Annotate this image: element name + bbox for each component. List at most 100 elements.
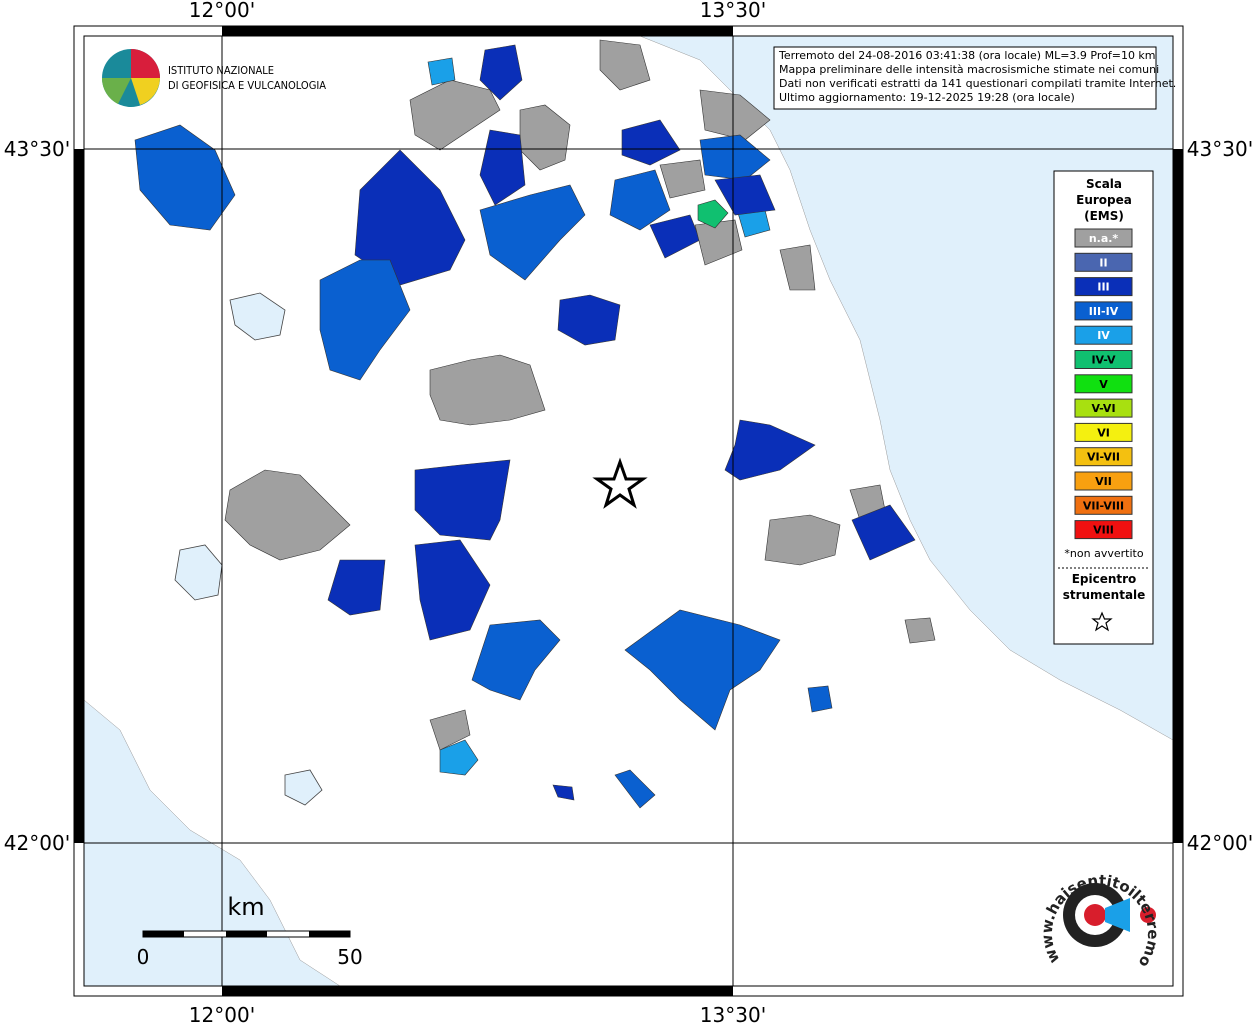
- info-box: [773, 46, 1157, 110]
- badge-horn: [1105, 898, 1130, 932]
- badge-dot: [1140, 907, 1156, 923]
- lat-label: 43°30': [4, 137, 70, 161]
- area: [851, 504, 916, 561]
- legend-swatch: [1074, 495, 1133, 515]
- legend-swatch: [1074, 374, 1133, 394]
- legend-label: VI-VII: [1087, 451, 1120, 464]
- info-line: Dati non verificati estratti da 141 ques…: [779, 77, 1176, 90]
- legend-title: (EMS): [1084, 209, 1124, 223]
- area: [714, 174, 776, 216]
- lakes: [174, 292, 323, 806]
- legend-label: VI: [1097, 426, 1110, 439]
- area: [224, 469, 351, 561]
- legend: ScalaEuropea(EMS)n.a.*IIIIIIII-IVIVIV-VV…: [1074, 177, 1133, 540]
- area: [904, 617, 936, 644]
- legend-label: IV-V: [1091, 354, 1116, 367]
- legend-title: Scala: [1086, 177, 1122, 191]
- lon-label: 12°00': [189, 0, 255, 22]
- info-line: Ultimo aggiornamento: 19-12-2025 19:28 (…: [779, 91, 1075, 104]
- legend-swatch: [1074, 252, 1133, 272]
- area: [409, 79, 501, 151]
- logo-segment: [101, 78, 131, 104]
- legend-epicenter: strumentale: [1063, 588, 1146, 602]
- info-lines: Terremoto del 24-08-2016 03:41:38 (ora l…: [778, 49, 1176, 104]
- area: [479, 184, 586, 281]
- legend-swatch: [1074, 325, 1133, 345]
- adriatic-sea: [639, 35, 1174, 741]
- area: [414, 459, 511, 541]
- frame-band: [74, 149, 84, 843]
- municipalities: [134, 39, 936, 809]
- legend-swatch: [1074, 350, 1133, 369]
- area: [429, 709, 471, 751]
- area: [327, 559, 386, 616]
- legend-star: [1091, 611, 1113, 632]
- logo-segment: [131, 49, 160, 78]
- legend-swatch: [1074, 447, 1133, 467]
- legend-label: V: [1099, 378, 1108, 391]
- area: [807, 685, 833, 713]
- area: [614, 769, 656, 809]
- info-line: Mappa preliminare delle intensità macros…: [779, 63, 1159, 76]
- legend-label: VII-VIII: [1083, 499, 1124, 512]
- area: [439, 739, 479, 776]
- lake: [229, 292, 286, 341]
- area: [479, 44, 523, 101]
- lat-label: 43°30': [1187, 137, 1253, 161]
- legend-label: VIII: [1093, 524, 1114, 537]
- legend-label: V-VI: [1091, 402, 1115, 415]
- area: [471, 619, 561, 701]
- legend-label: III: [1097, 281, 1109, 294]
- lon-label: 13°30': [700, 0, 766, 22]
- logo-segment: [131, 78, 160, 105]
- lon-label: 12°00': [189, 1003, 255, 1024]
- area: [599, 39, 651, 91]
- legend-label: II: [1099, 256, 1107, 269]
- legend-epicenter: Epicentro: [1072, 572, 1137, 586]
- area: [697, 199, 729, 229]
- area: [427, 57, 456, 86]
- legend-label: III-IV: [1089, 305, 1119, 318]
- logo-text: ISTITUTO NAZIONALE: [168, 64, 274, 77]
- area: [624, 609, 781, 731]
- scale-segment: [143, 931, 184, 937]
- legend-swatch: [1074, 471, 1133, 491]
- area: [779, 244, 816, 291]
- legend-swatch: [1074, 228, 1133, 248]
- area: [621, 119, 681, 166]
- area: [764, 514, 841, 566]
- legend-label: n.a.*: [1089, 232, 1119, 245]
- frame-band: [222, 986, 733, 996]
- lake: [174, 544, 223, 601]
- area: [429, 354, 546, 426]
- badge-ring: [1084, 904, 1106, 926]
- logo-text: DI GEOFISICA E VULCANOLOGIA: [168, 79, 326, 92]
- legend-swatch: [1074, 398, 1133, 418]
- lake: [284, 769, 323, 806]
- epicenter-star: [592, 457, 648, 509]
- legend-note: *non avvertito: [1064, 547, 1143, 560]
- ingv-logo: ISTITUTO NAZIONALE DI GEOFISICA E VULCAN…: [101, 49, 326, 107]
- scale-tick: 0: [137, 945, 150, 969]
- area: [659, 159, 706, 199]
- lat-label: 42°00': [4, 831, 70, 855]
- legend-swatch: [1074, 520, 1133, 540]
- area: [319, 259, 411, 381]
- lon-label: 13°30': [700, 1003, 766, 1024]
- legend-swatch: [1074, 277, 1133, 297]
- frame-band: [222, 26, 733, 36]
- info-line: Terremoto del 24-08-2016 03:41:38 (ora l…: [778, 49, 1156, 62]
- scale-segment: [226, 931, 267, 937]
- legend-swatch: [1074, 422, 1133, 442]
- area: [557, 294, 621, 346]
- legend-title: Europea: [1076, 193, 1132, 207]
- graticule: [84, 36, 1173, 986]
- lat-label: 42°00': [1187, 831, 1253, 855]
- legend-label: IV: [1097, 329, 1110, 342]
- legend-label: VII: [1095, 475, 1112, 488]
- scale-unit: km: [227, 893, 264, 921]
- area: [414, 539, 491, 641]
- frame-band: [1173, 149, 1183, 843]
- area: [694, 219, 743, 266]
